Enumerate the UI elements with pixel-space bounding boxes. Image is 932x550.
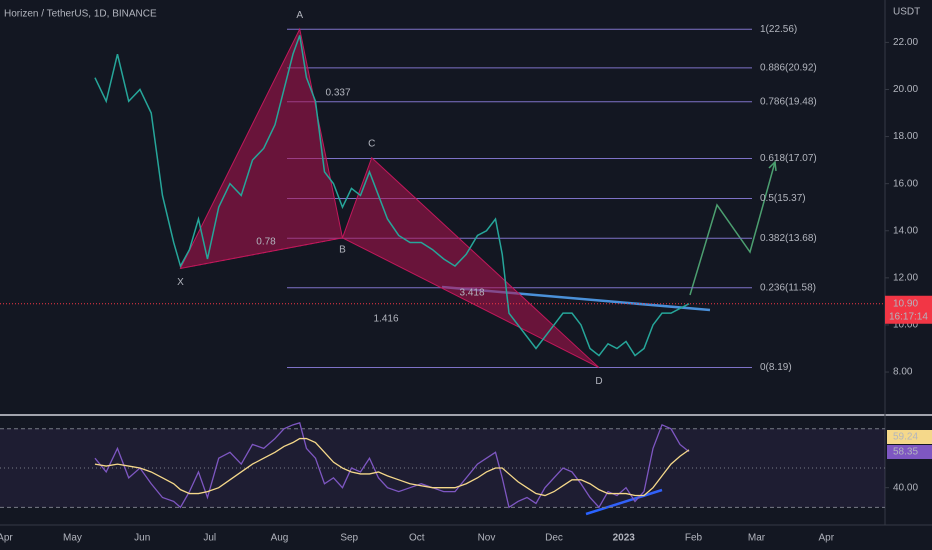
ratio-label: 0.337 xyxy=(325,88,350,99)
divergence-line xyxy=(585,488,663,516)
fib-label: 0.618(17.07) xyxy=(760,153,817,164)
pattern-bcd xyxy=(341,156,600,369)
rsi-line xyxy=(94,422,690,509)
current-price-label: 10.90 xyxy=(893,298,918,309)
y-axis-label: USDT xyxy=(893,7,920,18)
x-tick-label: 2023 xyxy=(613,533,636,544)
projection-path xyxy=(689,161,776,296)
y-tick-label: 10.00 xyxy=(893,320,918,331)
rsi-value-label: 58.35 xyxy=(893,447,918,458)
projection-arrow xyxy=(768,160,777,172)
pattern-label: C xyxy=(368,138,375,149)
x-tick-label: Nov xyxy=(478,533,496,544)
y-tick-label: 16.00 xyxy=(893,178,918,189)
ratio-label: 1.416 xyxy=(373,314,398,325)
rsi-band xyxy=(0,428,885,508)
current-price-tag xyxy=(885,295,932,324)
y-tick-label: 14.00 xyxy=(893,225,918,236)
x-tick-label: Feb xyxy=(685,533,703,544)
x-tick-label: Apr xyxy=(818,533,834,544)
fib-label: 0.236(11.58) xyxy=(760,282,816,293)
y-tick-label: 20.00 xyxy=(893,84,918,95)
fib-label: 1(22.56) xyxy=(760,24,797,35)
x-tick-label: Jun xyxy=(134,533,150,544)
x-tick-label: Apr xyxy=(0,533,13,544)
y-tick-label: 8.00 xyxy=(893,367,913,378)
ratio-label: 3.418 xyxy=(459,288,484,299)
pattern-label: A xyxy=(296,10,303,21)
x-tick-label: Dec xyxy=(545,533,563,544)
y-tick-label: 18.00 xyxy=(893,131,918,142)
pattern-xab xyxy=(179,27,344,270)
rsi-value-label: 59.24 xyxy=(893,432,918,443)
y-tick-label: 12.00 xyxy=(893,272,918,283)
rsi-line xyxy=(94,437,690,497)
fib-label: 0.382(13.68) xyxy=(760,233,817,244)
countdown-label: 16:17:14 xyxy=(889,311,928,322)
pattern-label: D xyxy=(595,376,602,387)
fib-label: 0.5(15.37) xyxy=(760,193,806,204)
rsi-value-tag xyxy=(887,445,932,459)
x-tick-label: May xyxy=(63,533,82,544)
fib-label: 0.786(19.48) xyxy=(760,96,817,107)
chart-title: Horizen / TetherUS, 1D, BINANCE xyxy=(4,9,157,20)
pattern-label: X xyxy=(177,277,184,288)
y-tick-label: 22.00 xyxy=(893,37,918,48)
x-tick-label: Mar xyxy=(748,533,766,544)
rsi-value-tag xyxy=(887,430,932,444)
y-tick-label: 40.00 xyxy=(893,482,918,493)
pattern-label: B xyxy=(339,244,346,255)
fib-label: 0.886(20.92) xyxy=(760,62,817,73)
x-tick-label: Jul xyxy=(203,533,216,544)
price-line xyxy=(94,35,690,357)
x-tick-label: Oct xyxy=(409,533,425,544)
x-tick-label: Sep xyxy=(340,533,358,544)
ratio-label: 0.78 xyxy=(256,237,276,248)
fib-label: 0(8.19) xyxy=(760,362,792,373)
x-tick-label: Aug xyxy=(271,533,289,544)
